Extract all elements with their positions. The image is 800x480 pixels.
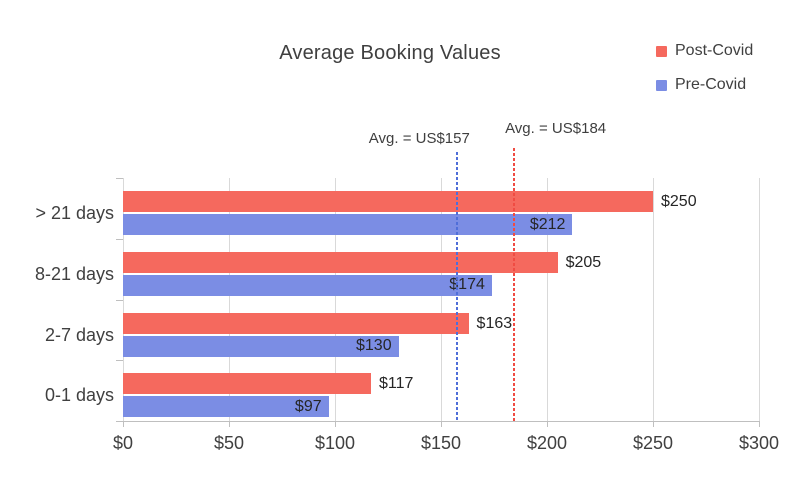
bar-value-label: $212 [529, 215, 566, 233]
x-tick-mark [123, 421, 124, 427]
x-tick-label: $0 [112, 433, 134, 453]
legend-label: Post-Covid [675, 42, 754, 59]
legend-item: Post-Covid [656, 41, 753, 61]
bar-post-covid [123, 312, 469, 334]
gridline [123, 178, 124, 421]
legend-label: Pre-Covid [675, 76, 747, 93]
bar-value-label: $205 [565, 253, 602, 271]
category-label: 8-21 days [34, 263, 114, 284]
gridline [653, 178, 654, 421]
legend: Post-Covid Pre-Covid [656, 41, 753, 109]
x-tick-label: $200 [526, 433, 568, 453]
category-label: > 21 days [35, 203, 114, 223]
bar-value-label: $130 [356, 337, 392, 354]
y-tick-mark [116, 299, 123, 301]
bar-post-covid [123, 373, 372, 395]
plot-area: $0 $50 $100 $150 $200 $250 $300 $250 $212 > 21 da… [35, 120, 779, 453]
x-tick-label: $150 [420, 433, 462, 453]
legend-swatch-pre-covid [656, 79, 667, 91]
bar-pre-covid: $97 [123, 396, 329, 418]
x-tick-mark [653, 421, 654, 427]
bar-value-label: $163 [476, 314, 513, 332]
bar-value-label: $117 [379, 375, 414, 393]
x-tick-label: $50 [213, 433, 245, 453]
chart-title: Average Booking Values [279, 42, 501, 64]
avg-reference-line [513, 148, 516, 421]
x-tick-mark [547, 421, 548, 427]
x-tick-label: $250 [632, 433, 674, 453]
bar-pre-covid: $174 [123, 274, 492, 296]
gridline [229, 178, 230, 421]
category-label: 0-1 days [44, 385, 114, 406]
bar-post-covid [123, 191, 653, 212]
x-tick-mark [335, 421, 336, 427]
legend-swatch-post-covid [656, 45, 667, 57]
x-tick-mark [441, 421, 442, 427]
y-tick-mark [116, 421, 123, 422]
avg-reference-line [455, 152, 458, 421]
x-tick-label: $300 [738, 433, 780, 453]
x-tick-mark [759, 421, 760, 427]
gridline [335, 178, 336, 421]
avg-line-label: Avg. = US$157 [368, 130, 470, 147]
gridline [547, 178, 548, 421]
category-label: 2-7 days [44, 324, 114, 345]
y-tick-mark [116, 360, 123, 362]
avg-line-label: Avg. = US$184 [505, 120, 607, 137]
bar-pre-covid: $212 [123, 214, 573, 235]
y-tick-mark [116, 178, 123, 179]
bar-value-label: $97 [294, 397, 322, 415]
bar-post-covid [123, 251, 558, 273]
bar-pre-covid: $130 [123, 335, 399, 357]
bar-value-label: $250 [661, 193, 697, 210]
x-tick-label: $100 [314, 433, 356, 453]
legend-item: Pre-Covid [656, 75, 753, 95]
gridline [441, 178, 442, 421]
gridline [759, 178, 760, 421]
y-tick-mark [116, 238, 123, 240]
bar-value-label: $174 [449, 276, 485, 294]
x-tick-mark [229, 421, 230, 427]
